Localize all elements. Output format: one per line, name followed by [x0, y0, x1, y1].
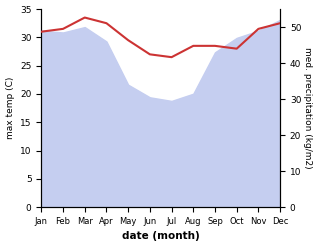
Y-axis label: med. precipitation (kg/m2): med. precipitation (kg/m2) — [303, 47, 313, 169]
X-axis label: date (month): date (month) — [122, 231, 200, 242]
Y-axis label: max temp (C): max temp (C) — [5, 77, 15, 139]
